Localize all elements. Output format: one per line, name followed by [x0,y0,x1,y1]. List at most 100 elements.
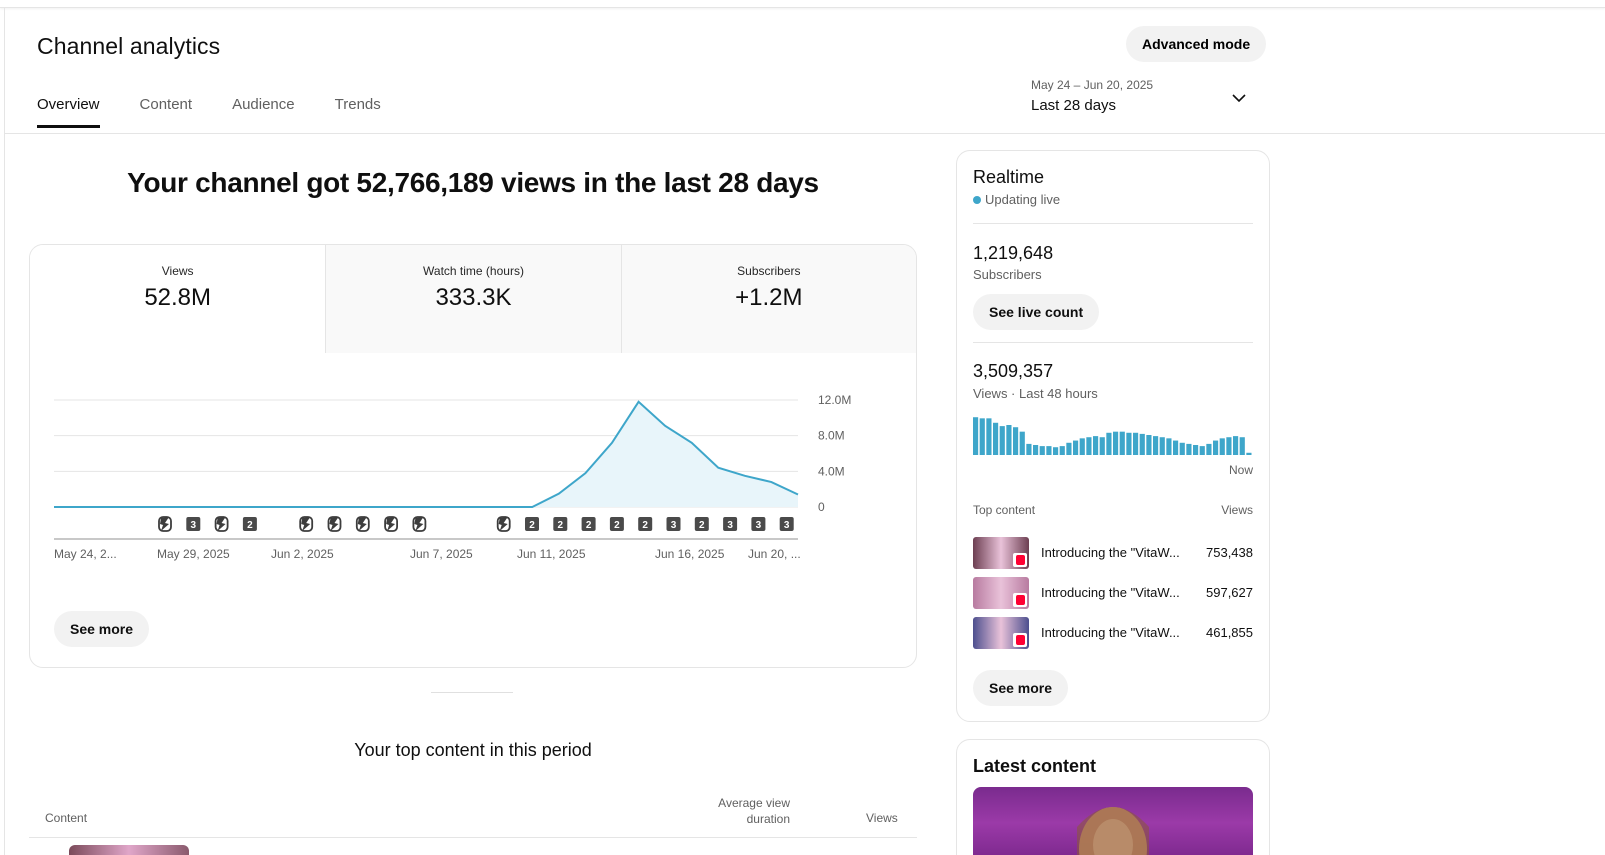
tab-trends[interactable]: Trends [334,96,381,113]
top-content-row[interactable]: Introducing the "VitaW... 753,438 [973,537,1253,569]
video-views: 597,627 [1206,585,1253,600]
upload-count-marker[interactable]: 3 [751,517,766,531]
realtime-bar[interactable] [1239,437,1245,455]
shorts-marker-icon[interactable] [384,516,399,532]
column-header-views[interactable]: Views [866,811,898,825]
latest-video-thumbnail[interactable] [973,787,1253,855]
upload-count-marker[interactable]: 2 [694,517,709,531]
realtime-bar[interactable] [1226,437,1232,455]
realtime-bar[interactable] [1193,445,1199,455]
upload-count-marker[interactable]: 3 [666,517,681,531]
metric-tab-watch-time[interactable]: Watch time (hours) 333.3K [325,245,621,353]
upload-count-marker[interactable]: 3 [186,517,201,531]
table-header-divider [29,837,917,838]
x-tick-label: May 24, 2... [54,547,117,561]
realtime-bar[interactable] [1019,431,1025,455]
see-live-count-button[interactable]: See live count [973,294,1100,330]
realtime-bar[interactable] [979,418,985,455]
x-tick-label: Jun 11, 2025 [517,547,586,561]
svg-text:3: 3 [671,520,677,531]
realtime-bar[interactable] [1106,432,1112,455]
realtime-bar[interactable] [1066,442,1072,455]
shorts-marker-icon[interactable] [355,516,370,532]
top-content-row[interactable]: Introducing the "VitaW... 461,855 [973,617,1253,649]
metric-label: Views [161,264,194,278]
latest-content-title: Latest content [973,756,1097,776]
realtime-bar[interactable] [1173,440,1179,455]
realtime-bar[interactable] [1079,438,1085,455]
metric-tab-subscribers[interactable]: Subscribers +1.2M [620,245,916,353]
svg-text:3: 3 [727,520,733,531]
top-content-row[interactable]: Introducing the "VitaW... 597,627 [973,577,1253,609]
realtime-bar[interactable] [973,417,979,455]
subscriber-count: 1,219,648 [973,243,1054,263]
realtime-bar[interactable] [993,422,999,455]
realtime-bar[interactable] [1093,436,1099,455]
realtime-bar[interactable] [1039,446,1045,455]
realtime-bar[interactable] [1179,442,1185,455]
realtime-see-more-button[interactable]: See more [973,670,1069,706]
realtime-bar[interactable] [1166,438,1172,455]
realtime-bar[interactable] [1046,446,1052,455]
upload-count-marker[interactable]: 2 [638,517,653,531]
realtime-bar[interactable] [1213,440,1219,455]
date-range-picker[interactable]: May 24 – Jun 20, 2025 Last 28 days [1031,78,1255,118]
content-thumbnail[interactable] [69,845,189,855]
realtime-bar[interactable] [1153,436,1159,455]
realtime-bar[interactable] [1073,440,1079,455]
realtime-bar[interactable] [1246,452,1252,455]
realtime-bar[interactable] [986,418,992,455]
realtime-bar[interactable] [1199,446,1205,455]
realtime-bar[interactable] [1026,443,1032,455]
shorts-marker-icon[interactable] [299,516,314,532]
column-header-content[interactable]: Content [45,811,88,825]
top-content-title: Your top content in this period [354,740,592,760]
realtime-bar[interactable] [1233,436,1239,455]
metric-tab-views[interactable]: Views 52.8M [30,245,326,353]
tab-overview[interactable]: Overview [37,96,100,128]
realtime-bar[interactable] [1159,437,1165,455]
realtime-title: Realtime [973,167,1045,187]
svg-text:2: 2 [558,520,564,531]
shorts-marker-icon[interactable] [496,516,511,532]
realtime-bar[interactable] [1146,435,1152,455]
shorts-marker-icon[interactable] [327,516,342,532]
shorts-marker-icon[interactable] [158,516,172,532]
svg-text:3: 3 [756,520,762,531]
realtime-bar[interactable] [1133,432,1139,455]
shorts-marker-icon[interactable] [214,516,229,532]
advanced-mode-button[interactable]: Advanced mode [1126,26,1267,62]
realtime-bar[interactable] [1099,437,1105,455]
realtime-bar[interactable] [1033,445,1039,455]
upload-count-marker[interactable]: 2 [609,517,624,531]
realtime-bar[interactable] [1126,432,1132,455]
upload-count-marker[interactable]: 2 [553,517,568,531]
realtime-bar[interactable] [999,426,1005,455]
upload-count-marker[interactable]: 2 [242,517,257,531]
tab-audience[interactable]: Audience [232,96,295,113]
realtime-bar[interactable] [1006,425,1012,455]
realtime-bar[interactable] [1053,447,1059,455]
upload-count-marker[interactable]: 3 [723,517,738,531]
realtime-bar[interactable] [1113,431,1119,455]
realtime-bar[interactable] [1119,431,1125,455]
top-content-header: Top content [973,503,1036,517]
overview-card: Views 52.8M Watch time (hours) 333.3K Su… [29,244,917,668]
realtime-bar[interactable] [1206,443,1212,455]
realtime-bar[interactable] [1219,438,1225,455]
x-tick-label: Jun 16, 2025 [655,547,725,561]
x-tick-label: Jun 2, 2025 [271,547,334,561]
realtime-bar[interactable] [1086,437,1092,455]
upload-count-marker[interactable]: 2 [525,517,539,531]
realtime-bar[interactable] [1013,427,1019,455]
shorts-marker-icon[interactable] [412,516,427,532]
column-header-avg-duration[interactable]: Average view duration [718,796,790,826]
realtime-bar[interactable] [1186,443,1192,455]
upload-count-marker[interactable]: 2 [581,517,596,531]
see-more-button[interactable]: See more [54,611,150,647]
upload-count-marker[interactable]: 3 [779,517,794,531]
page-title: Channel analytics [37,33,221,59]
tab-content[interactable]: Content [139,96,193,113]
realtime-bar[interactable] [1139,433,1145,455]
realtime-bar[interactable] [1059,446,1065,455]
